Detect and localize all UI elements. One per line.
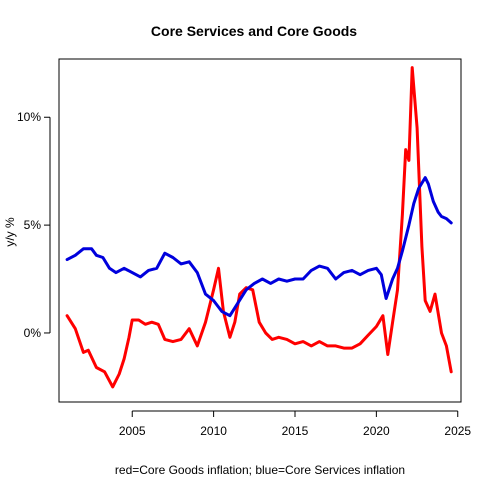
x-tick-label: 2015: [282, 424, 309, 438]
y-axis: 0% 5% 10%: [17, 110, 51, 340]
y-tick-label: 0%: [24, 326, 42, 340]
x-tick-label: 2020: [363, 424, 390, 438]
y-axis-label: y/y %: [3, 217, 17, 247]
x-tick-label: 2005: [119, 424, 146, 438]
y-tick-label: 10%: [17, 110, 41, 124]
x-tick-label: 2025: [444, 424, 471, 438]
y-tick-label: 5%: [24, 218, 42, 232]
x-axis-label: red=Core Goods inflation; blue=Core Serv…: [115, 463, 405, 477]
plot-area-frame: [58, 58, 462, 403]
core-goods-inflation-line: [65, 66, 453, 389]
series-layer: [65, 66, 453, 389]
x-tick-label: 2010: [200, 424, 227, 438]
chart-title: Core Services and Core Goods: [151, 23, 357, 39]
x-axis: 2005 2010 2015 2020 2025: [119, 410, 471, 438]
core-services-inflation-line: [65, 176, 453, 318]
